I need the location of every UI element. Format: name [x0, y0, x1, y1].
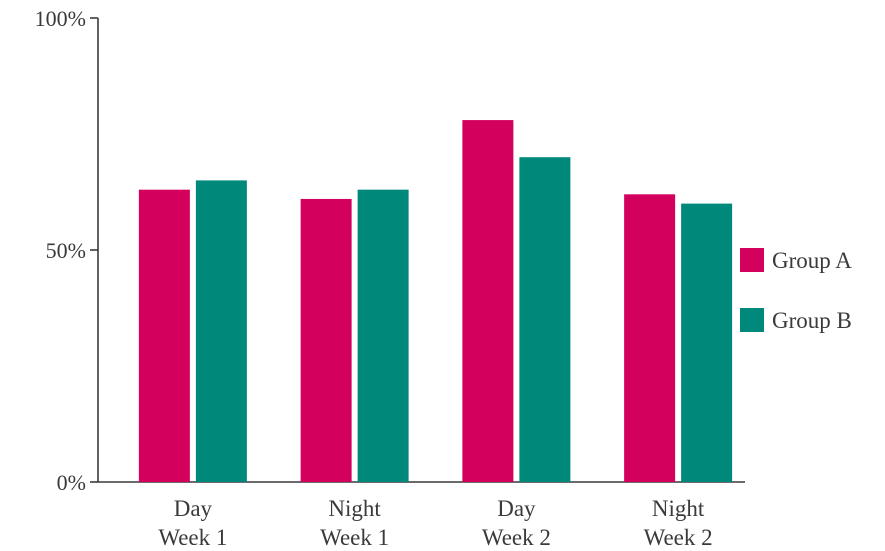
legend-label: Group B — [772, 308, 852, 333]
bar-group-b-0 — [195, 180, 247, 482]
x-category-label: Night — [328, 496, 381, 521]
legend: Group A Group B — [740, 248, 852, 333]
bar-group-b-1 — [357, 189, 409, 482]
x-category-label: Week 1 — [158, 525, 227, 550]
y-tick-label: 100% — [35, 6, 86, 31]
legend-label: Group A — [772, 248, 852, 273]
bar-group-b-3 — [681, 203, 733, 482]
bars — [138, 120, 733, 482]
legend-swatch — [740, 308, 764, 332]
x-category-label: Day — [497, 496, 536, 521]
y-ticks: 0% 50% 100% — [35, 6, 98, 495]
y-tick-label: 50% — [46, 238, 86, 263]
x-category-labels: Day Week 1 Night Week 1 Day Week 2 Night Week 2 — [158, 496, 712, 550]
legend-swatch — [740, 248, 764, 272]
bar-group-b-2 — [519, 157, 571, 482]
x-category-label: Night — [652, 496, 705, 521]
bar-group-a-2 — [462, 120, 514, 482]
bar-group-a-3 — [624, 194, 676, 482]
bar-group-a-1 — [300, 198, 352, 482]
y-tick-label: 0% — [57, 470, 86, 495]
x-category-label: Week 2 — [644, 525, 713, 550]
x-category-label: Week 2 — [482, 525, 551, 550]
x-category-label: Day — [174, 496, 213, 521]
bar-group-a-0 — [138, 189, 190, 482]
x-category-label: Week 1 — [320, 525, 389, 550]
